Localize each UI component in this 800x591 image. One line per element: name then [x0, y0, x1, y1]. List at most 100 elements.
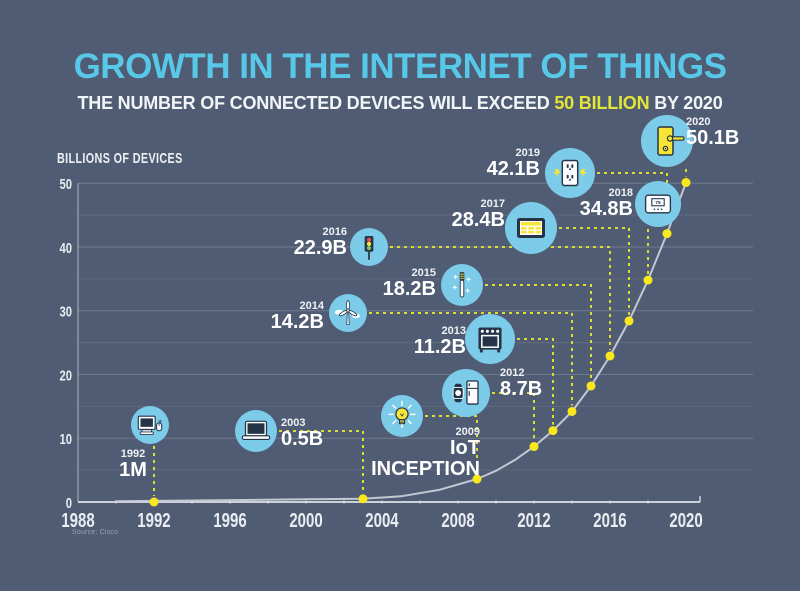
data-dot-2014 — [567, 406, 577, 416]
subtitle-highlight: 50 BILLION — [554, 93, 650, 113]
value-label-2012: 8.7B — [500, 378, 542, 400]
x-tick-label: 2008 — [441, 509, 474, 532]
x-tick-label: 1992 — [137, 509, 170, 532]
y-tick-label: 30 — [59, 303, 72, 320]
page-subtitle: THE NUMBER OF CONNECTED DEVICES WILL EXC… — [0, 93, 800, 114]
year-label-2012: 2012 — [500, 367, 524, 379]
connector-2017 — [559, 227, 630, 315]
y-tick-label: 40 — [59, 239, 72, 256]
year-label-2019: 2019 — [516, 147, 540, 159]
smartwatch-fridge-icon — [452, 380, 479, 405]
data-dot-2003 — [358, 494, 368, 504]
data-dot-2009 — [472, 474, 482, 484]
year-label-2020: 2020 — [686, 116, 710, 128]
value-label-2018: 34.8B — [580, 198, 633, 220]
toothbrush-icon — [452, 272, 471, 298]
data-dot-2018 — [643, 275, 653, 285]
wind-turbine-icon — [334, 299, 361, 326]
y-tick-label: 10 — [59, 431, 72, 448]
data-dot-2013 — [548, 426, 558, 436]
y-axis-title: BILLIONS OF DEVICES — [57, 150, 183, 167]
x-tick-label: 2012 — [517, 509, 550, 532]
value-label-2020: 50.1B — [686, 127, 739, 149]
axes — [77, 183, 701, 504]
value-label-1992: 1M — [119, 459, 147, 481]
growth-curve — [115, 181, 687, 503]
smart-panel-icon — [517, 218, 545, 238]
year-label-2009: 2009 — [456, 426, 480, 438]
subtitle-prefix: THE NUMBER OF CONNECTED DEVICES WILL EXC… — [77, 93, 555, 113]
oven-icon — [478, 327, 502, 353]
year-label-2015: 2015 — [412, 267, 436, 279]
value-label-2009: IoT — [450, 437, 480, 459]
connector-2016 — [390, 246, 611, 350]
connector-2003 — [279, 430, 364, 493]
connector-2012 — [492, 392, 535, 441]
value-label-2017: 28.4B — [452, 209, 505, 231]
connector-2013 — [517, 338, 554, 425]
connector-2014 — [369, 312, 573, 406]
gridlines — [78, 182, 753, 471]
y-tick-label: 20 — [59, 367, 72, 384]
x-tick-label: 2000 — [289, 509, 322, 532]
lightbulb-icon — [388, 400, 416, 429]
data-dots — [149, 178, 691, 507]
laptop-icon — [241, 420, 271, 441]
data-dot-2015 — [586, 381, 596, 391]
svg-text:75: 75 — [655, 200, 661, 206]
year-label-1992: 1992 — [121, 448, 145, 460]
door-lock-icon — [657, 126, 685, 156]
value-label-2009: INCEPTION — [371, 458, 480, 480]
page-title: GROWTH IN THE INTERNET OF THINGS — [73, 47, 727, 86]
value-label-2003: 0.5B — [281, 428, 323, 450]
year-label-2016: 2016 — [323, 226, 347, 238]
source-note: Source: Cisco — [72, 529, 119, 536]
value-label-2015: 18.2B — [383, 278, 436, 300]
value-label-2016: 22.9B — [294, 237, 347, 259]
x-tick-label: 1988 — [61, 509, 94, 532]
year-label-2013: 2013 — [442, 325, 466, 337]
x-tick-label: 1996 — [213, 509, 246, 532]
year-label-2018: 2018 — [609, 187, 633, 199]
value-label-2019: 42.1B — [487, 158, 540, 180]
data-dot-1992 — [149, 497, 159, 507]
x-tick-label: 2016 — [593, 509, 626, 532]
y-tick-label: 50 — [59, 176, 72, 193]
y-tick-label: 0 — [66, 494, 72, 511]
connector-2015 — [485, 284, 592, 380]
data-dot-2017 — [624, 316, 634, 326]
data-dot-2020 — [681, 178, 691, 188]
icon-circle-2012 — [442, 369, 490, 417]
connector-2009 — [425, 415, 478, 474]
x-tick-label: 2004 — [365, 509, 398, 532]
year-label-2014: 2014 — [300, 300, 325, 312]
value-label-2013: 11.2B — [414, 336, 466, 358]
data-dot-2016 — [605, 351, 615, 361]
year-label-2017: 2017 — [481, 198, 505, 210]
power-outlet-icon — [553, 159, 587, 187]
subtitle-suffix: BY 2020 — [649, 93, 723, 113]
year-label-2003: 2003 — [281, 417, 305, 429]
traffic-light-icon — [364, 236, 374, 260]
value-label-2014: 14.2B — [271, 311, 324, 333]
data-dot-2019 — [662, 229, 672, 239]
x-tick-label: 2020 — [669, 509, 702, 532]
thermostat-icon: 75 — [644, 194, 672, 214]
desktop-computer-icon — [137, 415, 163, 435]
data-dot-2012 — [529, 442, 539, 452]
